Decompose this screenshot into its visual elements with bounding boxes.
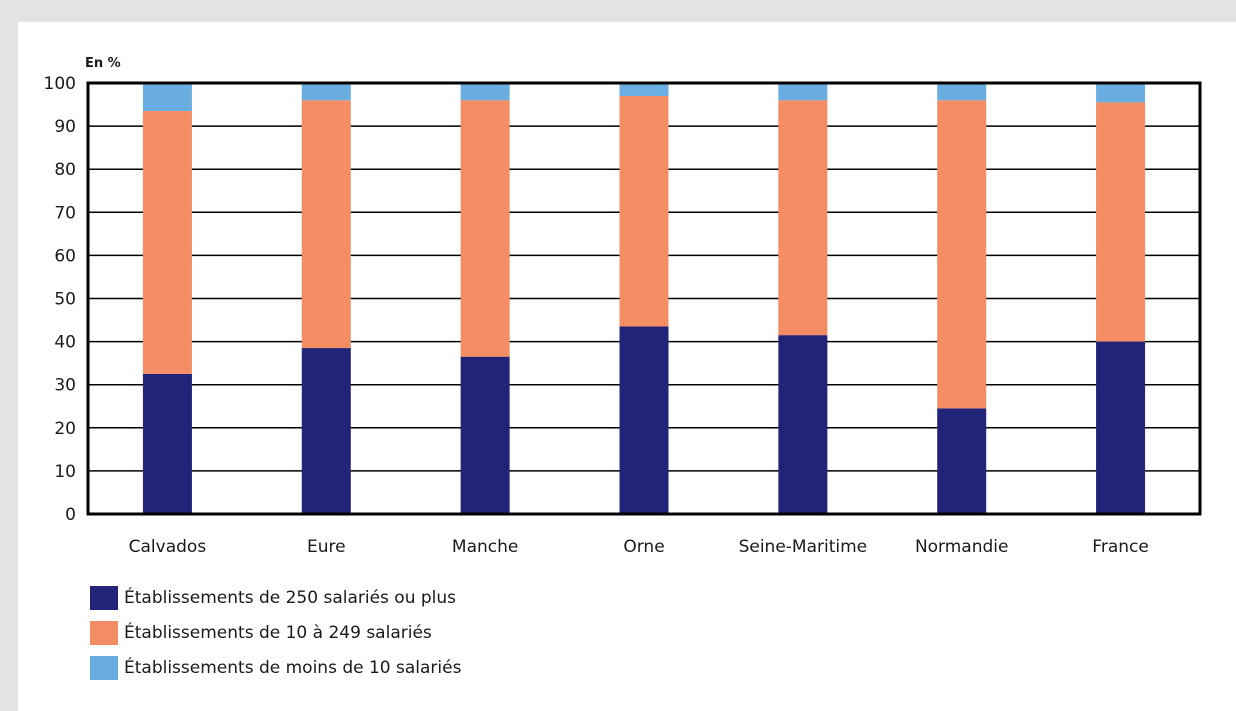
- legend-label: Établissements de 250 salariés ou plus: [124, 588, 457, 608]
- bar-segment-1-france: [1096, 341, 1146, 514]
- bar-segment-3-orne: [619, 83, 669, 96]
- y-unit-label: En %: [85, 56, 121, 71]
- legend-label: Établissements de moins de 10 salariés: [124, 658, 462, 678]
- bar-segment-1-normandie: [937, 408, 987, 514]
- y-tick-label: 40: [54, 333, 76, 353]
- x-tick-label: Normandie: [915, 537, 1009, 557]
- y-tick-label: 0: [65, 505, 76, 525]
- y-tick-label: 80: [54, 160, 76, 180]
- bar-segment-1-orne: [619, 326, 669, 514]
- plot-frame: [86, 81, 1202, 516]
- legend-swatch: [90, 656, 118, 680]
- bar-segment-2-seine-maritime: [778, 100, 828, 336]
- legend-item: Établissements de 10 à 249 salariés: [90, 621, 461, 645]
- bar-segment-2-manche: [460, 100, 510, 357]
- bar-segment-1-calvados: [142, 373, 192, 514]
- legend-swatch: [90, 586, 118, 610]
- bar-segment-3-normandie: [937, 83, 987, 101]
- y-tick-label: 30: [54, 376, 76, 396]
- bar-segment-1-eure: [301, 348, 351, 514]
- y-axis-tick-labels: 0 10 20 30 40 50 60 70 80 90 100: [44, 74, 76, 525]
- x-tick-label: Calvados: [129, 537, 207, 557]
- bar-segment-2-orne: [619, 95, 669, 327]
- x-tick-label: Orne: [623, 537, 664, 557]
- y-tick-label: 10: [54, 462, 76, 482]
- y-tick-label: 90: [54, 117, 76, 137]
- y-tick-label: 70: [54, 203, 76, 223]
- legend-label: Établissements de 10 à 249 salariés: [124, 623, 432, 643]
- y-tick-label: 50: [54, 290, 76, 310]
- legend-swatch: [90, 621, 118, 645]
- bar-segment-2-normandie: [937, 100, 987, 409]
- y-tick-label: 20: [54, 419, 76, 439]
- bar-segment-3-manche: [460, 83, 510, 101]
- legend-item: Établissements de moins de 10 salariés: [90, 656, 461, 680]
- bar-segment-1-seine-maritime: [778, 335, 828, 514]
- x-axis-tick-labels: Calvados Eure Manche Orne Seine-Maritime Norm…: [129, 537, 1149, 557]
- x-tick-label: Seine-Maritime: [739, 537, 868, 557]
- y-tick-label: 100: [44, 74, 76, 94]
- x-tick-label: Manche: [452, 537, 518, 557]
- legend-item: Établissements de 250 salariés ou plus: [90, 586, 461, 610]
- x-tick-label: Eure: [307, 537, 346, 557]
- bar-segment-2-calvados: [142, 111, 192, 374]
- bars: [142, 83, 1146, 514]
- bar-segment-3-france: [1096, 83, 1146, 103]
- bar-segment-1-manche: [460, 356, 510, 514]
- bar-segment-3-calvados: [142, 83, 192, 112]
- bar-segment-3-seine-maritime: [778, 83, 828, 101]
- bar-segment-3-eure: [301, 83, 351, 101]
- x-tick-label: France: [1092, 537, 1149, 557]
- legend: Établissements de 250 salariés ou plus Ét…: [90, 586, 461, 691]
- y-tick-label: 60: [54, 246, 76, 266]
- bar-segment-2-eure: [301, 100, 351, 349]
- bar-segment-2-france: [1096, 102, 1146, 342]
